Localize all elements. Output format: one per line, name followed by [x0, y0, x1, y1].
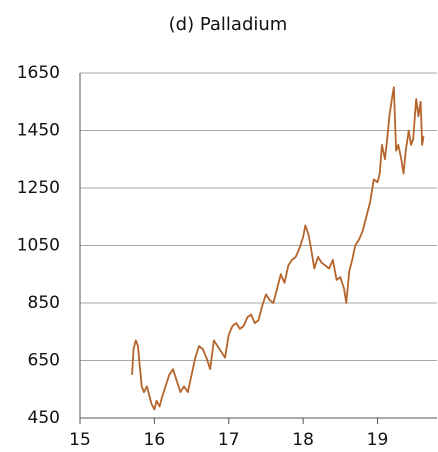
y-tick-label: 1650 [17, 63, 60, 83]
y-tick-label: 1050 [17, 236, 60, 256]
y-tick-label: 1250 [17, 178, 60, 198]
x-tick-label: 16 [144, 430, 166, 450]
y-tick-label: 450 [28, 408, 60, 428]
y-tick-label: 850 [28, 293, 60, 313]
y-tick-label: 650 [28, 351, 60, 371]
x-tick-label: 18 [292, 430, 314, 450]
x-tick-label: 19 [367, 430, 389, 450]
price-line [131, 86, 425, 411]
chart-title: (d) Palladium [169, 14, 288, 35]
x-tick-label: 15 [69, 430, 91, 450]
x-tick-label: 17 [218, 430, 240, 450]
y-tick-label: 1450 [17, 121, 60, 141]
